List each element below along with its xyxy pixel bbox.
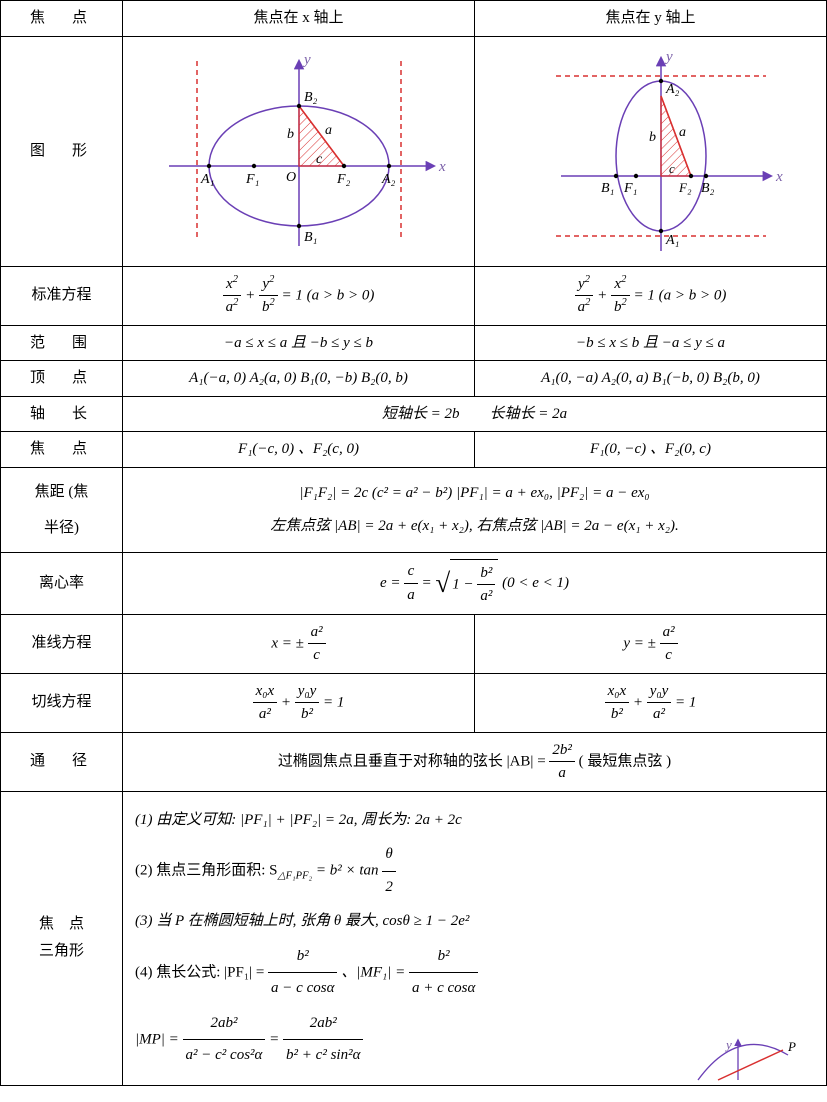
svg-text:A₂: A₂: [381, 172, 396, 187]
svg-text:y: y: [664, 49, 673, 65]
cell: A₁(0, −a) A₂(0, a) B₁(−b, 0) B₂(b, 0): [475, 361, 827, 397]
svg-text:x: x: [438, 159, 446, 175]
row-label: 切线方程: [1, 673, 123, 732]
cell: (1) 由定义可知: |PF₁| + |PF₂| = 2a, 周长为: 2a +…: [123, 791, 827, 1085]
svg-text:c: c: [316, 152, 323, 167]
svg-text:x: x: [775, 169, 783, 185]
table-row: 焦 点 F₁(−c, 0) 、F₂(c, 0) F₁(0, −c) 、F₂(0,…: [1, 432, 827, 468]
cell: x₀xb² + y₀ya² = 1: [475, 673, 827, 732]
table-row: 顶 点 A₁(−a, 0) A₂(a, 0) B₁(0, −b) B₂(0, b…: [1, 361, 827, 397]
svg-text:F₂: F₂: [678, 180, 692, 195]
cell: −a ≤ x ≤ a 且 −b ≤ y ≤ b: [123, 325, 475, 361]
row-label: 准线方程: [1, 614, 123, 673]
table-row: 切线方程 x₀xa² + y₀yb² = 1 x₀xb² + y₀ya² = 1: [1, 673, 827, 732]
row-label: 标准方程: [1, 266, 123, 325]
cell: A₁(−a, 0) A₂(a, 0) B₁(0, −b) B₂(0, b): [123, 361, 475, 397]
svg-text:B₁: B₁: [304, 230, 317, 245]
row-label: 通 径: [1, 732, 123, 791]
svg-text:B₁: B₁: [601, 181, 614, 196]
table-row: 准线方程 x = ± a²c y = ± a²c: [1, 614, 827, 673]
row-label: 图 形: [1, 36, 123, 266]
svg-text:A₂: A₂: [665, 82, 680, 97]
partial-focal-figure: y P: [678, 1035, 818, 1083]
ellipse-properties-table: 焦 点 焦点在 x 轴上 焦点在 y 轴上 图 形: [0, 0, 827, 1086]
table-row: 焦距 (焦半径) |F₁F₂| = 2c (c² = a² − b²) |PF₁…: [1, 467, 827, 552]
svg-text:O: O: [286, 170, 296, 185]
cell: −b ≤ x ≤ b 且 −a ≤ y ≤ a: [475, 325, 827, 361]
cell: e = ca = √1 − b²a² (0 < e < 1): [123, 552, 827, 614]
row-label: 焦 点: [1, 432, 123, 468]
cell: x = ± a²c: [123, 614, 475, 673]
svg-text:F₂: F₂: [336, 172, 351, 187]
cell: 过椭圆焦点且垂直于对称轴的弦长 |AB| = 2b²a ( 最短焦点弦 ): [123, 732, 827, 791]
cell: x₀xa² + y₀yb² = 1: [123, 673, 475, 732]
table-row: 通 径 过椭圆焦点且垂直于对称轴的弦长 |AB| = 2b²a ( 最短焦点弦 …: [1, 732, 827, 791]
svg-text:A₁: A₁: [200, 172, 214, 187]
row-label: 焦 点三角形: [1, 791, 123, 1085]
svg-text:b: b: [649, 130, 656, 145]
svg-text:y: y: [724, 1037, 732, 1052]
svg-text:B₂: B₂: [304, 90, 318, 105]
svg-text:a: a: [679, 125, 686, 140]
row-label: 顶 点: [1, 361, 123, 397]
svg-text:a: a: [325, 123, 332, 138]
cell: 短轴长 = 2b 长轴长 = 2a: [123, 396, 827, 432]
table-row: 图 形 x y O: [1, 36, 827, 266]
cell: F₁(−c, 0) 、F₂(c, 0): [123, 432, 475, 468]
svg-text:c: c: [669, 161, 675, 176]
svg-text:y: y: [302, 52, 311, 68]
cell: F₁(0, −c) 、F₂(0, c): [475, 432, 827, 468]
cell: 焦点在 x 轴上: [123, 1, 475, 37]
svg-text:P: P: [787, 1039, 796, 1054]
cell: 焦点在 y 轴上: [475, 1, 827, 37]
cell: y = ± a²c: [475, 614, 827, 673]
table-row: 焦 点 焦点在 x 轴上 焦点在 y 轴上: [1, 1, 827, 37]
svg-text:F₁: F₁: [245, 172, 259, 187]
table-row: 离心率 e = ca = √1 − b²a² (0 < e < 1): [1, 552, 827, 614]
cell: |F₁F₂| = 2c (c² = a² − b²) |PF₁| = a + e…: [123, 467, 827, 552]
svg-text:F₁: F₁: [623, 181, 637, 196]
figure-vertical-ellipse: x y A₂ A₁ B₁ B₂ F₁ F₂ b a c: [475, 36, 827, 266]
row-label: 离心率: [1, 552, 123, 614]
figure-horizontal-ellipse: x y O B₂ B₁ A₁ A₂ F₁ F₂ b a c: [123, 36, 475, 266]
table-row: 焦 点三角形 (1) 由定义可知: |PF₁| + |PF₂| = 2a, 周长…: [1, 791, 827, 1085]
row-label: 焦 点: [1, 1, 123, 37]
row-label: 轴 长: [1, 396, 123, 432]
svg-text:A₁: A₁: [665, 233, 679, 248]
table-row: 标准方程 x2a2 + y2b2 = 1 (a > b > 0) y2a2 + …: [1, 266, 827, 325]
table-row: 范 围 −a ≤ x ≤ a 且 −b ≤ y ≤ b −b ≤ x ≤ b 且…: [1, 325, 827, 361]
cell: y2a2 + x2b2 = 1 (a > b > 0): [475, 266, 827, 325]
cell: x2a2 + y2b2 = 1 (a > b > 0): [123, 266, 475, 325]
row-label: 范 围: [1, 325, 123, 361]
table-row: 轴 长 短轴长 = 2b 长轴长 = 2a: [1, 396, 827, 432]
svg-text:B₂: B₂: [701, 181, 715, 196]
row-label: 焦距 (焦半径): [1, 467, 123, 552]
svg-text:b: b: [287, 127, 294, 142]
